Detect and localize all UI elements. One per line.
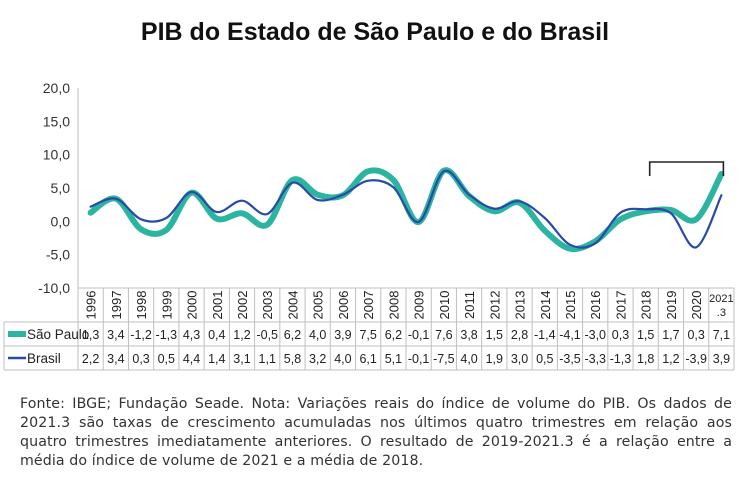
data-label: 4,0: [309, 328, 326, 342]
x-tick-label: 2015: [563, 291, 578, 320]
x-tick-label: 2016: [588, 291, 603, 320]
data-label: 1,5: [637, 328, 654, 342]
x-tick-label: 2018: [639, 291, 654, 320]
data-label: 1,2: [662, 352, 679, 366]
y-tick-label: -5,0: [46, 247, 70, 263]
data-table: 1996 1997 1998 1999 2000 2001 2002 2003 2004 2005…: [3, 287, 735, 371]
data-label: 1,5: [486, 328, 503, 342]
data-label: 4,3: [183, 328, 200, 342]
x-tick-label: 2008: [386, 291, 401, 320]
y-tick-label: 10,0: [43, 147, 70, 163]
x-tick-label: 2007: [361, 291, 376, 320]
data-label: -3,3: [584, 352, 606, 366]
bracket-line: [648, 161, 725, 176]
x-tick-label: 2002: [235, 291, 250, 320]
data-label: 0,3: [687, 328, 704, 342]
data-label: 0,3: [132, 352, 149, 366]
data-label: 4,4: [183, 352, 200, 366]
x-tick-label: .3: [717, 307, 726, 319]
data-label: 2,2: [82, 352, 99, 366]
data-label: -0,5: [256, 328, 278, 342]
line-chart: 20,0 15,0 10,0 5,0 0,0 -5,0 -10,0 1996 1997 1998…: [3, 80, 735, 371]
y-tick-label: 0,0: [51, 213, 71, 229]
y-tick-label: 5,0: [51, 180, 71, 196]
x-tick-label: 2013: [513, 291, 528, 320]
data-label: -0,1: [408, 328, 430, 342]
data-label: 4,0: [334, 352, 351, 366]
legend-label: Brasil: [27, 351, 61, 366]
data-label: 3,0: [511, 352, 528, 366]
x-tick-label: 2019: [664, 291, 679, 320]
data-label: 1,7: [662, 328, 679, 342]
series-lines: [87, 167, 725, 253]
data-label: 1,9: [486, 352, 503, 366]
x-tick-label: 1999: [159, 291, 174, 320]
data-label: 7,5: [359, 328, 376, 342]
data-label: -1,3: [610, 352, 632, 366]
data-label: 3,2: [309, 352, 326, 366]
data-label: -4,1: [559, 328, 581, 342]
x-tick-label: 2017: [613, 291, 628, 320]
legend-label: São Paulo: [27, 327, 89, 342]
x-tick-label: 2005: [311, 291, 326, 320]
data-label: 3,9: [713, 352, 730, 366]
x-tick-label: 2011: [462, 291, 477, 319]
x-tick-label: 2004: [285, 291, 300, 320]
data-label: 0,4: [208, 328, 225, 342]
data-label: -1,2: [130, 328, 152, 342]
chart-title: PIB do Estado de São Paulo e do Brasil: [140, 18, 610, 46]
y-tick-label: -10,0: [38, 280, 70, 296]
data-label: -3,0: [584, 328, 606, 342]
data-label: 3,9: [334, 328, 351, 342]
data-label: 2,8: [511, 328, 528, 342]
data-label: -3,5: [559, 352, 581, 366]
data-label: 1,3: [82, 328, 99, 342]
x-tick-label: 2014: [538, 291, 553, 320]
data-label: 6,2: [284, 328, 301, 342]
data-label: 3,4: [107, 328, 124, 342]
source-note: Fonte: IBGE; Fundação Seade. Nota: Varia…: [20, 396, 732, 469]
x-tick-label: 2012: [487, 291, 502, 320]
x-tick-label: 2000: [185, 291, 200, 320]
x-tick-label: 1996: [84, 291, 99, 320]
x-tick-label: 2010: [437, 291, 452, 320]
x-tick-label: 2001: [210, 291, 225, 320]
data-label: -1,4: [534, 328, 556, 342]
data-label: 0,5: [536, 352, 553, 366]
y-axis: 20,0 15,0 10,0 5,0 0,0 -5,0 -10,0: [38, 80, 79, 296]
y-tick-label: 20,0: [43, 80, 70, 96]
data-label: 1,8: [637, 352, 654, 366]
data-label: 3,4: [107, 352, 124, 366]
data-label: -7,5: [433, 352, 455, 366]
x-tick-label: 2003: [260, 291, 275, 320]
data-label: -3,9: [685, 352, 707, 366]
data-label: 3,1: [233, 352, 250, 366]
data-label: 0,5: [158, 352, 175, 366]
x-tick-label: 2020: [689, 291, 704, 320]
data-label: 1,4: [208, 352, 225, 366]
data-label: 1,1: [259, 352, 276, 366]
data-label: 3,8: [460, 328, 477, 342]
data-label: -0,1: [408, 352, 430, 366]
series-line-brasil: [89, 169, 723, 249]
data-label: 7,1: [713, 328, 730, 342]
x-tick-label: 1998: [134, 291, 149, 320]
data-label: 4,0: [460, 352, 477, 366]
data-label: 7,6: [435, 328, 452, 342]
data-label: 0,3: [612, 328, 629, 342]
x-tick-label: 2006: [336, 291, 351, 320]
x-tick-label: 1997: [109, 291, 124, 320]
data-label: 6,2: [385, 328, 402, 342]
data-label: 5,1: [385, 352, 402, 366]
highlight-bracket: [648, 161, 725, 176]
x-tick-label: 2021: [709, 293, 733, 305]
data-label: 6,1: [359, 352, 376, 366]
data-label: 1,2: [233, 328, 250, 342]
data-label: 5,8: [284, 352, 301, 366]
x-tick-label: 2009: [412, 291, 427, 320]
y-tick-label: 15,0: [43, 113, 70, 129]
data-label: -1,3: [156, 328, 178, 342]
